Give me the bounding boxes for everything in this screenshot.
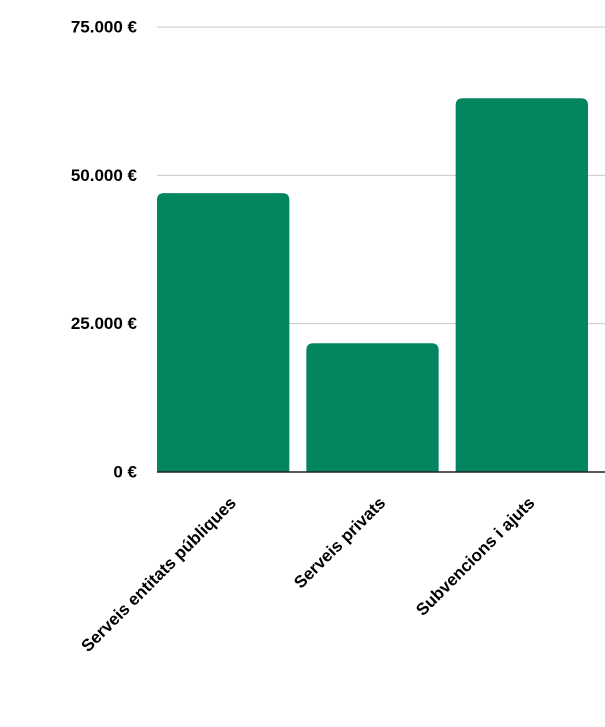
x-axis-labels: Serveis entitats públiques Serveis privat… [77,493,538,655]
y-tick-label: 25.000 € [71,314,138,333]
y-tick-label: 0 € [113,463,137,482]
y-tick-label: 50.000 € [71,166,138,185]
bar [306,343,439,472]
x-category-label: Serveis entitats públiques [77,493,239,655]
bar [455,98,588,472]
x-category-label: Serveis privats [290,493,389,592]
y-axis-ticks: 0 € 25.000 € 50.000 € 75.000 € [71,18,138,482]
bar [157,193,290,472]
x-category-label: Subvencions i ajuts [412,493,538,619]
bars [157,98,588,472]
y-tick-label: 75.000 € [71,18,138,37]
